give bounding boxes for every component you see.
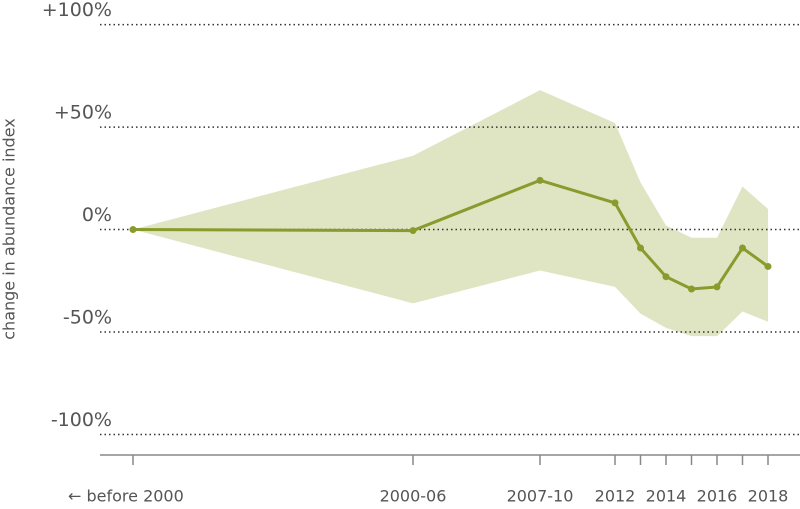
y-tick-label: +50%	[54, 102, 112, 124]
data-line	[132, 178, 769, 291]
x-tick-label: 2012	[595, 487, 636, 506]
data-point	[611, 199, 619, 207]
y-tick-label: +100%	[42, 0, 112, 21]
x-tick-label: 2014	[646, 487, 687, 506]
data-point	[637, 244, 644, 252]
data-point	[764, 262, 772, 270]
data-point	[129, 226, 137, 234]
data-point	[409, 227, 417, 235]
data-point	[662, 273, 670, 281]
y-axis-label: change in abundance index	[0, 118, 19, 339]
y-tick-label: -50%	[63, 307, 112, 329]
x-tick-label: ← before 2000	[68, 487, 184, 506]
x-tick-label: 2007-10	[507, 487, 574, 506]
confidence-band	[133, 90, 768, 337]
data-point	[713, 283, 721, 291]
y-tick-label: 0%	[82, 204, 112, 226]
data-point	[688, 285, 695, 293]
x-tick-label: 2000-06	[380, 487, 447, 506]
x-tick-label: 2018	[748, 487, 789, 506]
data-point	[536, 176, 544, 184]
data-point	[739, 244, 746, 252]
x-tick-label: 2016	[697, 487, 738, 506]
y-tick-label: -100%	[51, 409, 112, 431]
